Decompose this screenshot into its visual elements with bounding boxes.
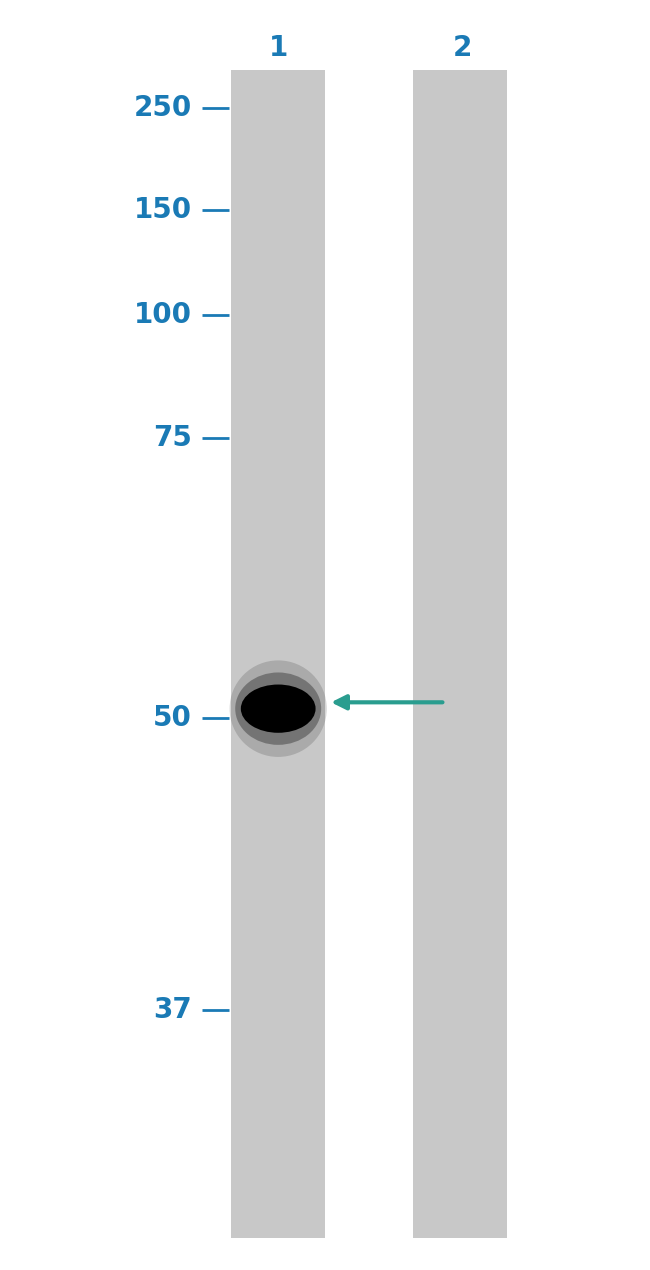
Text: 250: 250: [133, 94, 192, 122]
Text: 150: 150: [134, 196, 192, 224]
Ellipse shape: [229, 660, 327, 757]
Ellipse shape: [235, 673, 321, 745]
Bar: [231, 70, 325, 1238]
Text: 75: 75: [153, 424, 192, 452]
Ellipse shape: [240, 685, 316, 733]
Text: 100: 100: [134, 301, 192, 329]
Text: 37: 37: [153, 996, 192, 1024]
Text: 2: 2: [453, 34, 473, 62]
Text: 1: 1: [268, 34, 288, 62]
Text: 50: 50: [153, 704, 192, 732]
Bar: [413, 70, 507, 1238]
